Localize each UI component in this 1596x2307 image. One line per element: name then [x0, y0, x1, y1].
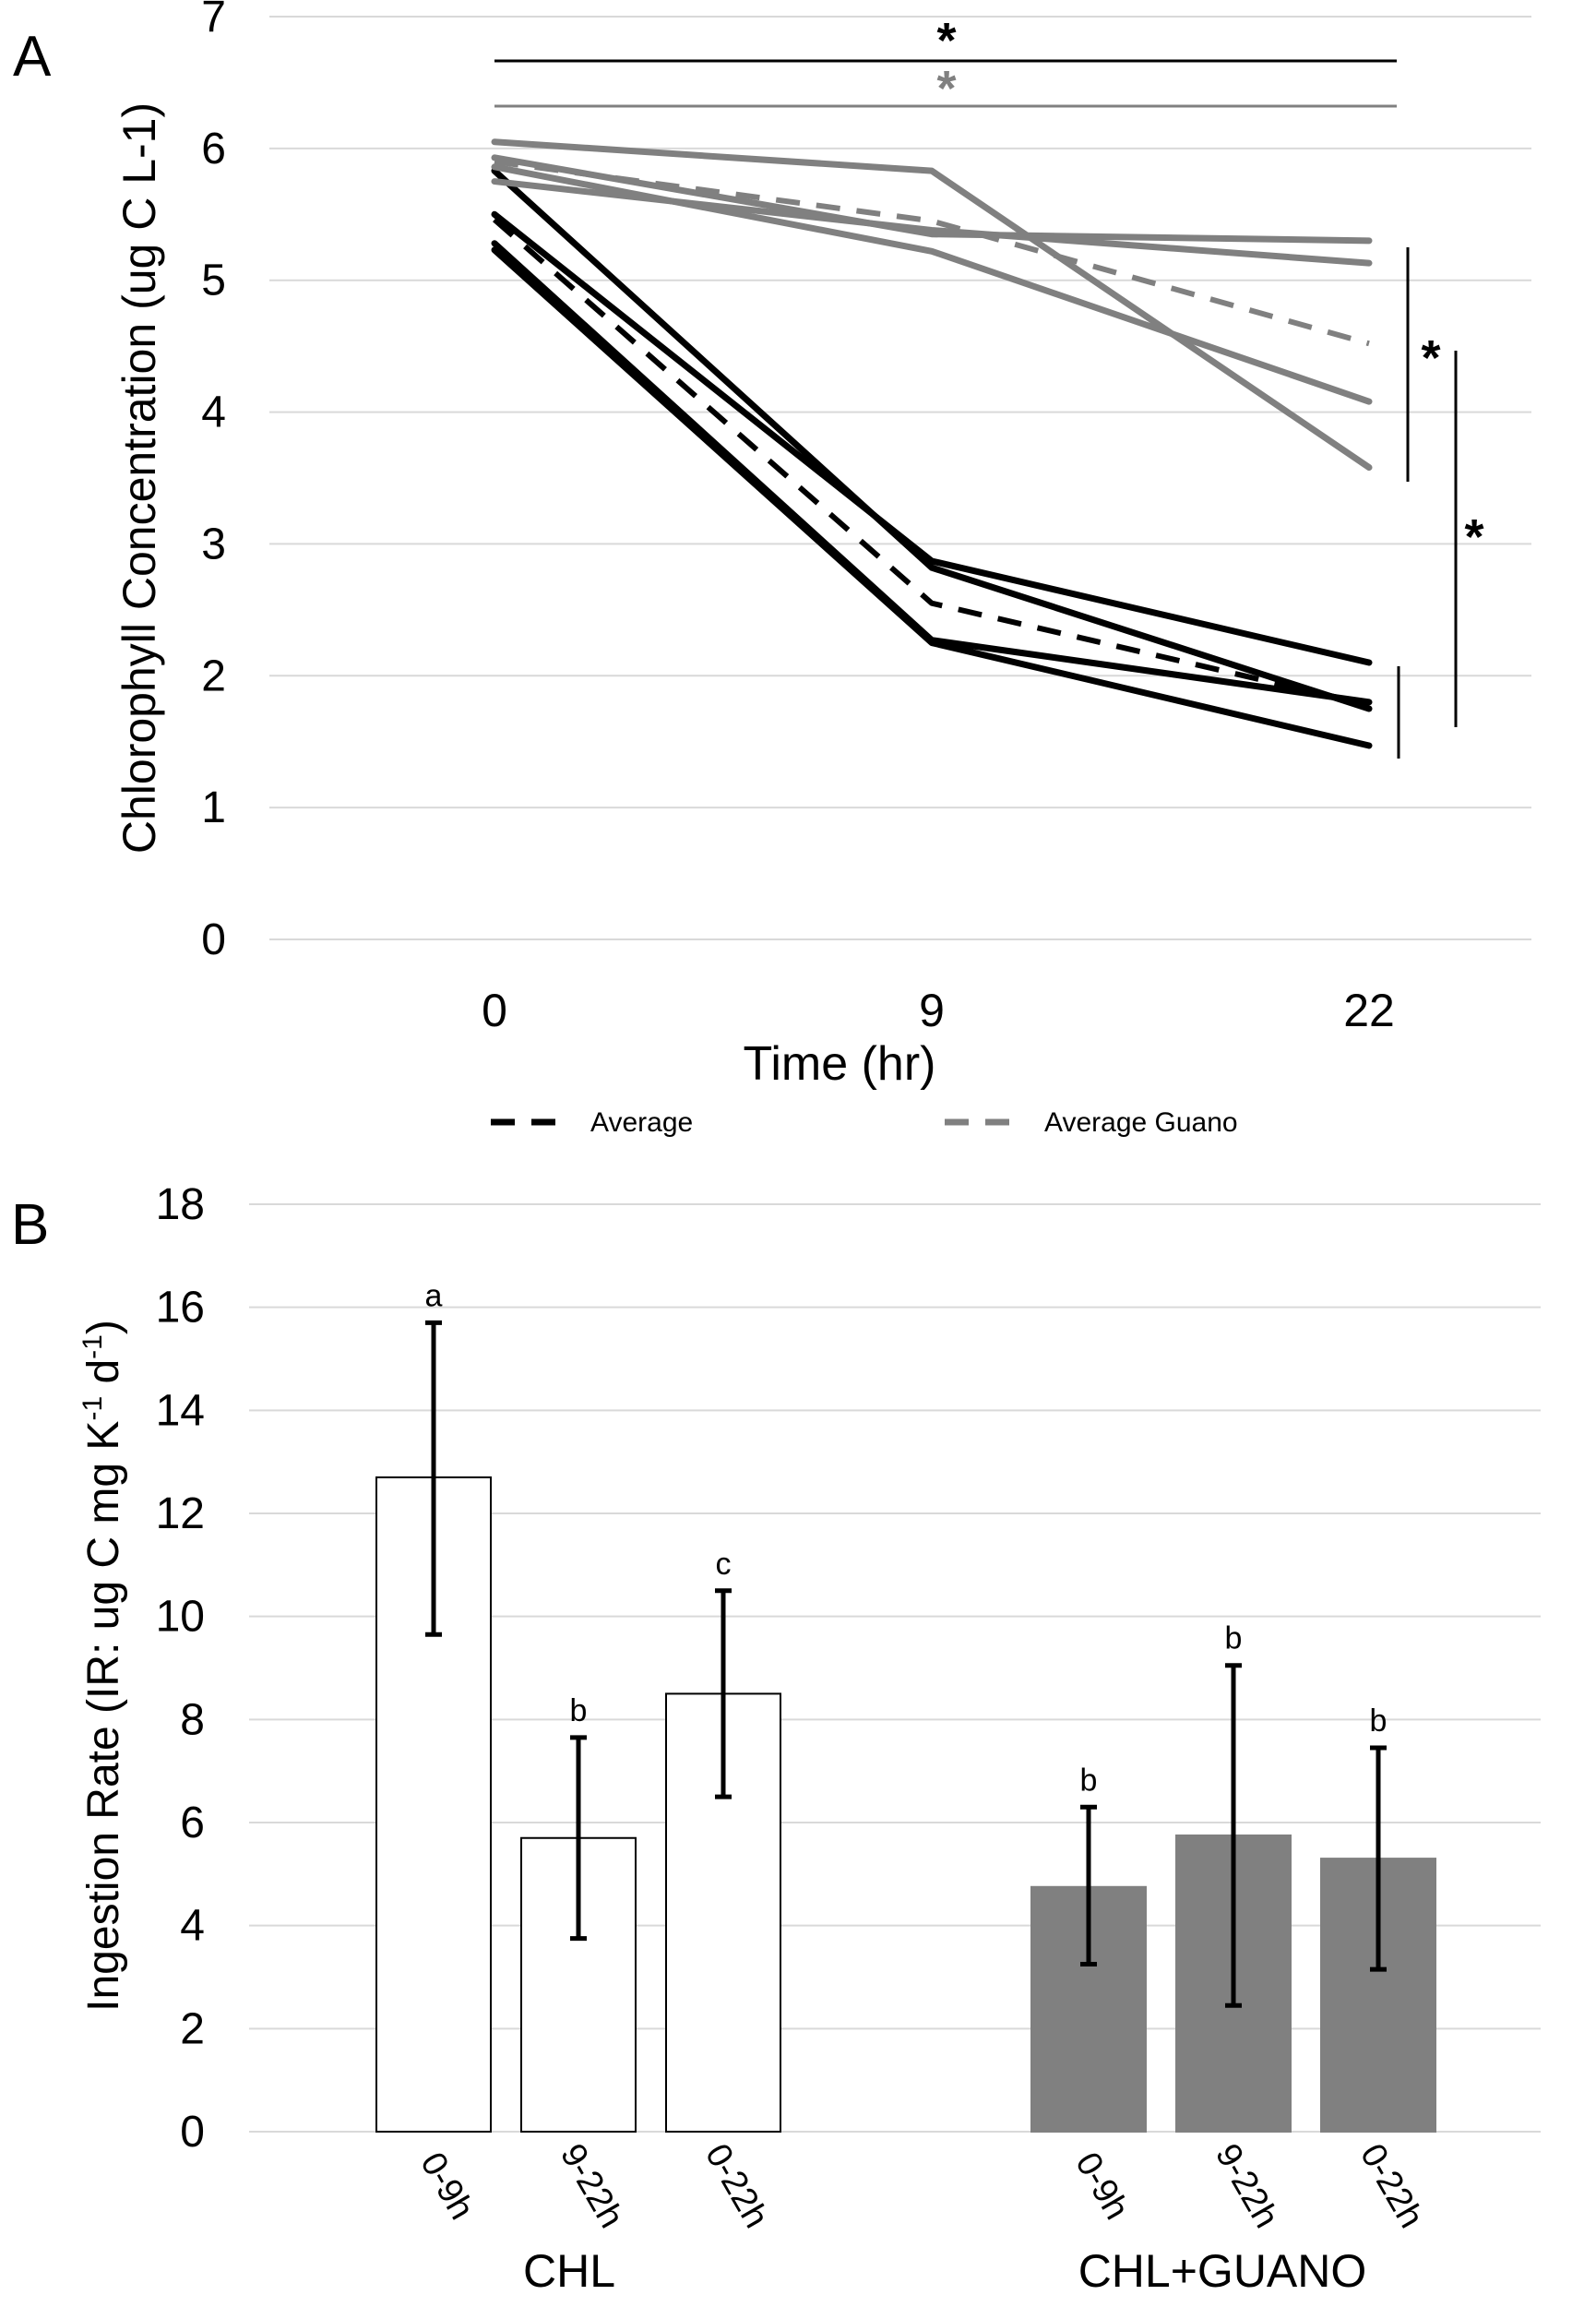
y-axis-title-part: d	[79, 1359, 128, 1396]
panel-a-label: A	[13, 25, 52, 89]
significance-letter: b	[1370, 1703, 1388, 1739]
y-tick-label: 0	[201, 915, 226, 964]
y-tick-label: 6	[180, 1799, 205, 1847]
significance-letter: c	[716, 1547, 732, 1582]
panel-b-label: B	[11, 1193, 49, 1257]
bar-category-label: 9-22h	[1208, 2137, 1286, 2234]
y-axis-title: Ingestion Rate (IR: ug C mg K-1 d-1)	[77, 1320, 128, 2012]
bar-category-label: 0-9h	[412, 2146, 481, 2227]
y-axis-title-superscript: -1	[77, 1396, 108, 1421]
y-tick-label: 7	[201, 0, 226, 42]
y-tick-label: 6	[201, 125, 226, 173]
y-axis-title-part: Ingestion Rate (IR: ug C mg K	[79, 1421, 128, 2012]
replicate-series-line	[491, 138, 1373, 472]
average-series-line	[494, 159, 1370, 347]
y-tick-label: 18	[156, 1180, 205, 1229]
group-label: CHL+GUANO	[1078, 2245, 1367, 2297]
replicate-series-line	[491, 178, 1373, 267]
x-axis-title: Time (hr)	[744, 1037, 936, 1091]
replicate-series-line	[491, 167, 1373, 712]
replicate-series-line	[491, 154, 1373, 245]
y-tick-label: 10	[156, 1593, 205, 1642]
y-tick-label: 5	[201, 257, 226, 305]
bar-category-label: 0-9h	[1067, 2146, 1136, 2227]
y-tick-label: 14	[156, 1386, 205, 1435]
y-tick-label: 12	[156, 1489, 205, 1538]
y-tick-label: 1	[201, 783, 226, 832]
legend-label: Average Guano	[1044, 1107, 1238, 1138]
replicate-series-line	[491, 210, 1373, 666]
y-axis-title-part: )	[79, 1320, 128, 1334]
y-tick-label: 8	[180, 1695, 205, 1744]
significance-star: *	[936, 61, 956, 116]
significance-letter: b	[1225, 1621, 1243, 1656]
x-tick-label: 0	[482, 985, 507, 1036]
significance-star: *	[1421, 330, 1440, 386]
significance-letter: a	[425, 1278, 443, 1313]
y-tick-label: 4	[201, 388, 226, 437]
bar-category-label: 0-22h	[697, 2137, 776, 2234]
y-tick-label: 2	[180, 2004, 205, 2053]
y-tick-label: 4	[180, 1902, 205, 1951]
bar-category-label: 0-22h	[1352, 2137, 1431, 2234]
x-tick-label: 22	[1343, 985, 1395, 1036]
significance-star: *	[936, 13, 956, 68]
replicate-series-line	[491, 246, 1373, 749]
y-tick-label: 16	[156, 1284, 205, 1333]
significance-letter: b	[570, 1693, 588, 1728]
average-series-line	[493, 217, 1370, 708]
y-axis-title: Chlorophyll Concentration (ug C L-1)	[113, 102, 165, 854]
significance-letter: b	[1080, 1763, 1098, 1798]
panel-b: B 0 2 4 6 8 10 12 14 16 18 Ingestion Rate (IR: ug C…	[11, 1180, 1541, 2297]
group-label: CHL	[523, 2245, 615, 2297]
y-axis-title-superscript: -1	[77, 1334, 108, 1359]
y-tick-label: 3	[201, 520, 226, 568]
x-tick-label: 9	[919, 985, 945, 1036]
y-tick-label: 0	[180, 2108, 205, 2157]
panel-a: A 0 1 2 3 4 5 6 7 0 9 22 Time (hr) Chlorophyll Concen…	[13, 0, 1531, 1138]
y-tick-label: 2	[201, 651, 226, 700]
significance-star: *	[1464, 509, 1483, 565]
legend-label: Average	[590, 1107, 693, 1138]
bar-category-label: 9-22h	[553, 2137, 631, 2234]
